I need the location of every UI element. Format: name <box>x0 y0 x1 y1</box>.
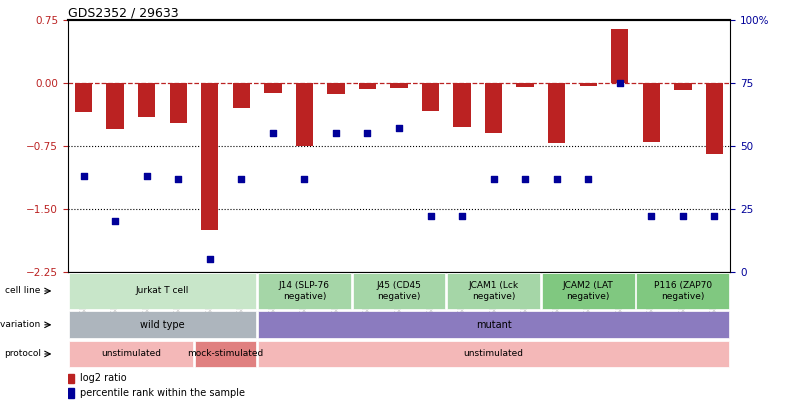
Text: JCAM1 (Lck
negative): JCAM1 (Lck negative) <box>468 281 519 301</box>
Bar <box>422 83 439 111</box>
Bar <box>106 83 124 129</box>
Bar <box>516 83 534 87</box>
Bar <box>75 83 93 113</box>
Bar <box>353 273 445 309</box>
Point <box>708 213 721 220</box>
Point <box>551 175 563 182</box>
Text: unstimulated: unstimulated <box>464 350 523 358</box>
Point <box>203 256 216 262</box>
Point <box>582 175 595 182</box>
Bar <box>233 83 250 108</box>
Point <box>267 130 279 136</box>
Point <box>519 175 531 182</box>
Bar <box>642 83 660 142</box>
Point <box>298 175 310 182</box>
Point <box>488 175 500 182</box>
Bar <box>258 341 729 367</box>
Text: GDS2352 / 29633: GDS2352 / 29633 <box>68 6 179 19</box>
Bar <box>69 311 256 338</box>
Point <box>677 213 689 220</box>
Bar <box>69 341 193 367</box>
Text: wild type: wild type <box>140 320 185 330</box>
Bar <box>542 273 634 309</box>
Text: genotype/variation: genotype/variation <box>0 320 41 329</box>
Bar <box>674 83 692 90</box>
Text: mutant: mutant <box>476 320 512 330</box>
Point <box>140 173 153 179</box>
Text: Jurkat T cell: Jurkat T cell <box>136 286 189 296</box>
Bar <box>327 83 345 94</box>
Bar <box>637 273 729 309</box>
Text: cell line: cell line <box>6 286 41 296</box>
Bar <box>447 273 540 309</box>
Text: J45 (CD45
negative): J45 (CD45 negative) <box>377 281 421 301</box>
Point <box>172 175 184 182</box>
Bar <box>359 83 376 89</box>
Text: mock-stimulated: mock-stimulated <box>188 350 263 358</box>
Text: percentile rank within the sample: percentile rank within the sample <box>80 388 245 398</box>
Text: JCAM2 (LAT
negative): JCAM2 (LAT negative) <box>563 281 614 301</box>
Bar <box>201 83 219 230</box>
Bar <box>138 83 156 117</box>
Text: J14 (SLP-76
negative): J14 (SLP-76 negative) <box>279 281 330 301</box>
Text: P116 (ZAP70
negative): P116 (ZAP70 negative) <box>654 281 712 301</box>
Bar <box>705 83 723 154</box>
Text: unstimulated: unstimulated <box>101 350 161 358</box>
Bar <box>611 29 629 83</box>
Bar <box>390 83 408 88</box>
Text: log2 ratio: log2 ratio <box>80 373 126 384</box>
Point <box>425 213 437 220</box>
Point <box>361 130 373 136</box>
Bar <box>548 83 565 143</box>
Bar <box>258 273 351 309</box>
Bar <box>485 83 502 133</box>
Bar <box>169 83 187 124</box>
Point <box>109 218 121 225</box>
Bar <box>296 83 313 146</box>
Bar <box>453 83 471 127</box>
Point <box>77 173 90 179</box>
Point <box>614 80 626 86</box>
Bar <box>195 341 256 367</box>
Point <box>645 213 658 220</box>
Point <box>456 213 468 220</box>
Point <box>393 125 405 132</box>
Bar <box>68 373 74 383</box>
Bar <box>258 311 729 338</box>
Bar <box>579 83 597 87</box>
Bar <box>68 388 74 398</box>
Bar <box>264 83 282 93</box>
Point <box>330 130 342 136</box>
Text: protocol: protocol <box>4 350 41 358</box>
Point <box>235 175 247 182</box>
Bar <box>69 273 256 309</box>
